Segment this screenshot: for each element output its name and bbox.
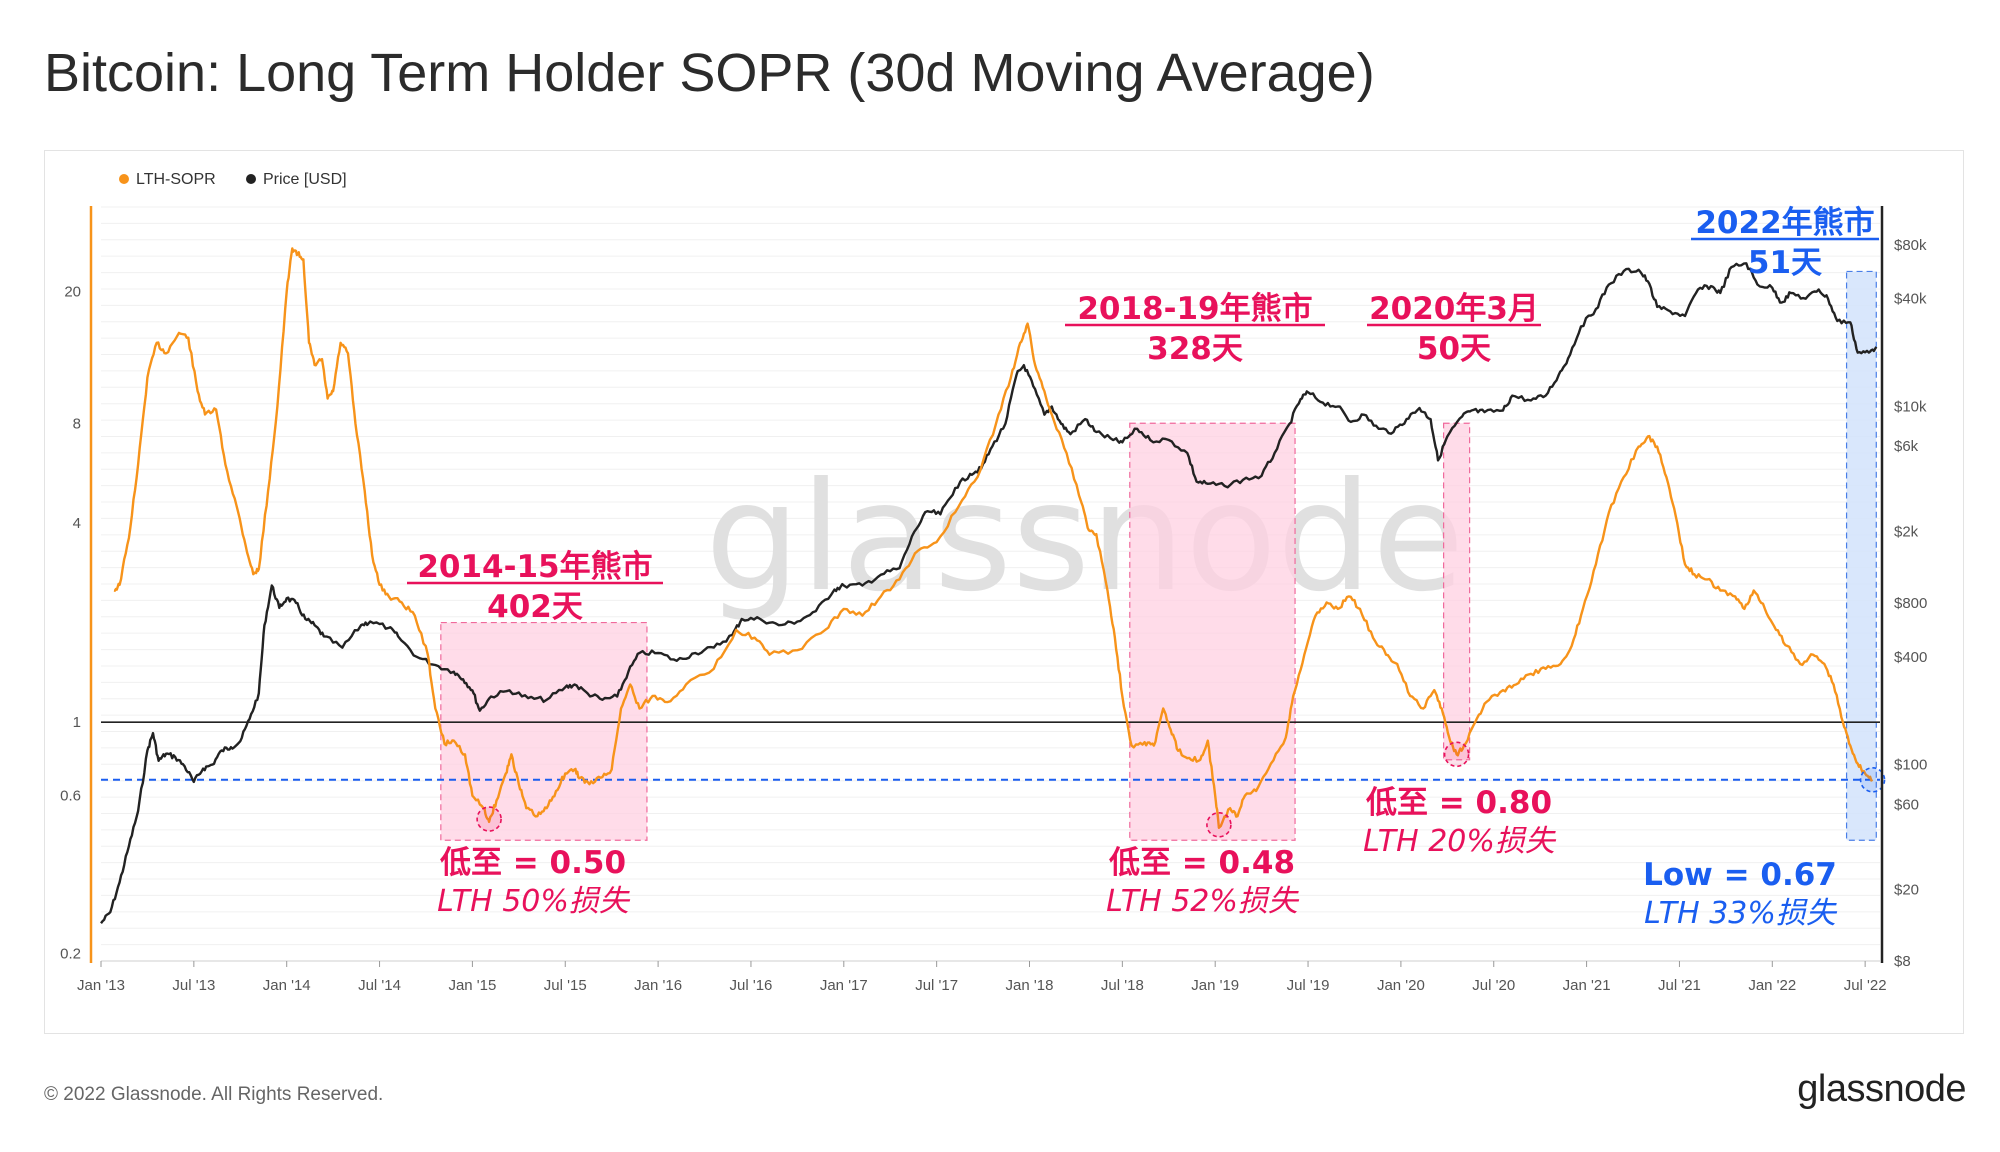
price-series-line (100, 262, 1878, 924)
legend-sopr-swatch (119, 174, 129, 184)
annotation-2020-march-title: 2020年3月 (1369, 291, 1539, 327)
right-axis-tick-label: $100 (1894, 757, 1927, 774)
left-axis-tick-label: 4 (73, 515, 81, 532)
annotation-low-2019: 低至 = 0.48 LTH 52%损失 (1106, 845, 1300, 919)
right-axis-tick-label: $40k (1894, 291, 1927, 308)
right-axis-tick-label: $2k (1894, 524, 1919, 541)
lth-sopr-series-line (113, 247, 1874, 829)
annotation-2022-bear-title: 2022年熊市 (1695, 205, 1874, 241)
low-point-marker-1 (476, 806, 502, 832)
chart-svg: LTH-SOPR Price [USD] glassnode 0.2 0.6 1 4 8… (60, 171, 1927, 994)
x-axis-tick-label: Jul '16 (730, 977, 773, 994)
x-axis-tick-label: Jan '14 (263, 977, 311, 994)
x-axis-tick-label: Jul '20 (1472, 977, 1515, 994)
right-axis-tick-label: $6k (1894, 438, 1919, 455)
bear-market-zone-1 (440, 621, 648, 841)
right-axis-tick-label: $60 (1894, 796, 1919, 813)
x-axis-tick-label: Jul '15 (544, 977, 587, 994)
x-axis-tick-label: Jan '20 (1377, 977, 1425, 994)
x-axis-tick-label: Jul '18 (1101, 977, 1144, 994)
legend-price-label[interactable]: Price [USD] (263, 171, 347, 188)
current-bear-zone (1845, 270, 1877, 841)
series-layer (100, 247, 1878, 924)
annotations: 2014-15年熊市 402天 2018-19年熊市 328天 2020年3月 … (407, 205, 1879, 931)
annotation-2020-march: 2020年3月 50天 (1367, 291, 1541, 367)
bear-market-zone-3 (1443, 422, 1471, 761)
annotation-2014-bear: 2014-15年熊市 402天 (407, 549, 663, 625)
left-axis-tick-label: 0.6 (60, 788, 81, 805)
annotation-low-2019-loss: LTH 52%损失 (1106, 884, 1300, 919)
legend: LTH-SOPR Price [USD] (119, 171, 347, 188)
chart-frame: LTH-SOPR Price [USD] glassnode 0.2 0.6 1 4 8… (44, 150, 1964, 1034)
annotation-2018-bear-days: 328天 (1147, 331, 1243, 367)
brand-logo: glassnode (1797, 1068, 1966, 1110)
reference-lines (101, 721, 1880, 781)
annotation-2020-march-days: 50天 (1417, 331, 1491, 367)
annotation-2014-bear-days: 402天 (487, 589, 583, 625)
annotation-low-2020-loss: LTH 20%损失 (1363, 824, 1557, 859)
annotation-low-2020-value: 低至 = 0.80 (1365, 785, 1552, 821)
annotation-2018-bear: 2018-19年熊市 328天 (1065, 291, 1325, 367)
annotation-low-2019-value: 低至 = 0.48 (1108, 845, 1295, 881)
right-axis-tick-label: $400 (1894, 649, 1927, 666)
annotation-2014-bear-title: 2014-15年熊市 (417, 549, 652, 585)
annotation-low-2022-loss: LTH 33%损失 (1644, 896, 1838, 931)
annotation-2018-bear-title: 2018-19年熊市 (1077, 291, 1312, 327)
watermark: glassnode (705, 451, 1464, 625)
annotation-low-2022: Low = 0.67 LTH 33%损失 (1643, 857, 1838, 931)
x-axis-tick-label: Jan '22 (1748, 977, 1796, 994)
annotation-low-2020: 低至 = 0.80 LTH 20%损失 (1363, 785, 1557, 859)
x-axis-tick-label: Jan '15 (448, 977, 496, 994)
left-axis-tick-label: 20 (64, 284, 81, 301)
low-point-marker-3 (1443, 741, 1470, 768)
page-title: Bitcoin: Long Term Holder SOPR (30d Movi… (44, 43, 1375, 103)
x-axis-tick-label: Jul '13 (172, 977, 215, 994)
low-point-marker-2 (1206, 811, 1232, 838)
x-axis-tick-label: Jul '19 (1287, 977, 1330, 994)
x-axis-tick-label: Jan '18 (1006, 977, 1054, 994)
x-axis-tick-label: Jul '17 (915, 977, 958, 994)
markers-layer (476, 741, 1886, 838)
left-axis-tick-label: 1 (73, 714, 81, 731)
x-axis-tick-label: Jan '13 (77, 977, 125, 994)
x-axis-tick-label: Jul '21 (1658, 977, 1701, 994)
legend-sopr-label[interactable]: LTH-SOPR (136, 171, 216, 188)
annotation-low-2015-loss: LTH 50%损失 (437, 884, 631, 919)
axes-layer: 0.2 0.6 1 4 8 20 $8 $20 $60 $100 $400 $800 $2k $6k $10… (60, 206, 1927, 994)
annotation-2022-bear: 2022年熊市 51天 (1691, 205, 1879, 281)
legend-price-swatch (246, 174, 256, 184)
copyright-notice: © 2022 Glassnode. All Rights Reserved. (44, 1084, 384, 1105)
annotation-low-2015-value: 低至 = 0.50 (439, 845, 626, 881)
low-point-marker-4 (1859, 767, 1886, 793)
x-axis-tick-label: Jan '17 (820, 977, 868, 994)
right-axis-tick-label: $800 (1894, 595, 1927, 612)
right-axis-tick-label: $20 (1894, 882, 1919, 899)
right-axis-tick-label: $80k (1894, 237, 1927, 254)
x-axis-tick-label: Jul '14 (358, 977, 401, 994)
annotation-low-2022-value: Low = 0.67 (1643, 857, 1837, 893)
x-axis-tick-label: Jan '19 (1191, 977, 1239, 994)
annotation-low-2015: 低至 = 0.50 LTH 50%损失 (437, 845, 631, 919)
x-axis-tick-label: Jul '22 (1844, 977, 1887, 994)
x-axis-tick-label: Jan '21 (1563, 977, 1611, 994)
right-axis-tick-label: $10k (1894, 398, 1927, 415)
right-axis-tick-label: $8 (1894, 953, 1911, 970)
annotation-2022-bear-days: 51天 (1748, 245, 1822, 281)
left-axis-tick-label: 8 (73, 415, 81, 432)
left-axis-tick-label: 0.2 (60, 946, 81, 963)
x-axis-tick-label: Jan '16 (634, 977, 682, 994)
